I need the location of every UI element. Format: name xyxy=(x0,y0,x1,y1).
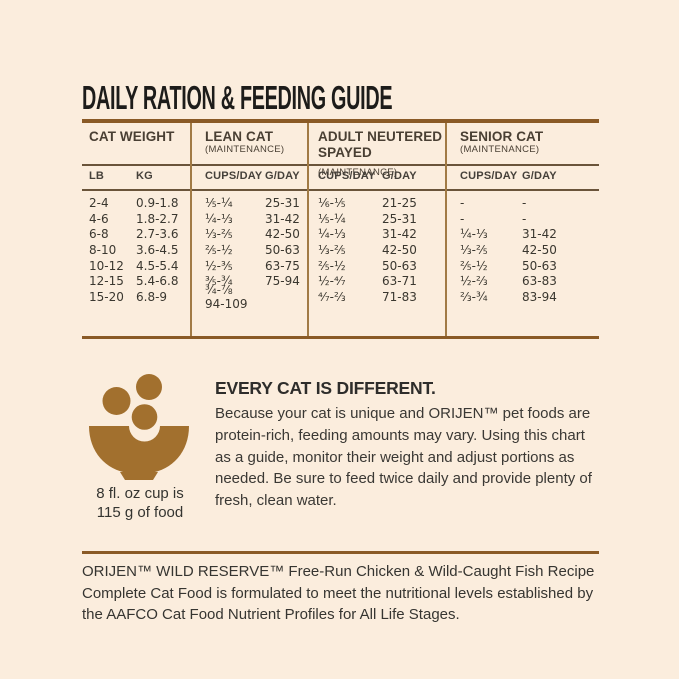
cell-lean-g: 31-42 xyxy=(265,211,300,226)
cell-senior-g: 50-63 xyxy=(522,258,557,273)
group-header-adult-neutered-spayed: ADULT NEUTERED SPAYED (MAINTENANCE) xyxy=(318,129,443,178)
cell-lean-g: 50-63 xyxy=(265,242,300,257)
col-header-cups: CUPS/DAY xyxy=(318,170,376,182)
cell-lean-g: 75-94 xyxy=(265,274,300,289)
footer-statement: ORIJEN™ WILD RESERVE™ Free-Run Chicken &… xyxy=(82,563,595,623)
cell-senior-g: - xyxy=(522,195,527,210)
cell-senior-g: - xyxy=(522,211,527,226)
column-divider xyxy=(190,123,192,336)
cell-lb: 2-4 xyxy=(89,195,109,210)
cell-adult-cups: ⅙-⅕ xyxy=(318,195,346,210)
cell-adult-g: 31-42 xyxy=(382,227,417,242)
cell-adult-cups: ⅕-¼ xyxy=(318,211,346,226)
cell-kg: 1.8-2.7 xyxy=(136,211,179,226)
cell-lean-cups: ⅗-¾ xyxy=(205,274,233,289)
cell-senior-cups: ½-⅔ xyxy=(460,274,488,289)
cell-senior-cups: ⅓-⅖ xyxy=(460,242,488,257)
cell-senior-cups: - xyxy=(460,195,465,210)
cell-adult-g: 21-25 xyxy=(382,195,417,210)
table-subheader-row: LB KG CUPS/DAY G/DAY CUPS/DAY G/DAY CUPS/DA… xyxy=(82,166,599,191)
cell-lean-g: 94-109 xyxy=(205,296,248,311)
group-header-senior-cat: SENIOR CAT (MAINTENANCE) xyxy=(460,129,544,155)
cell-senior-g: 63-83 xyxy=(522,274,557,289)
col-header-cups: CUPS/DAY xyxy=(460,170,518,182)
table-row: 2-4 0.9-1.8 ⅕-¼ 25-31 ⅙-⅕ 21-25 - - xyxy=(82,195,599,211)
cell-senior-g: 83-94 xyxy=(522,289,557,304)
cell-adult-g: 50-63 xyxy=(382,258,417,273)
table-body: 2-4 0.9-1.8 ⅕-¼ 25-31 ⅙-⅕ 21-25 -- 4-6 1.8-2… xyxy=(82,191,599,336)
cell-senior-cups: - xyxy=(460,211,465,226)
cell-senior-cups: ⅔-¾ xyxy=(460,289,488,304)
group-header-lean-cat: LEAN CAT (MAINTENANCE) xyxy=(205,129,285,155)
cell-adult-g: 42-50 xyxy=(382,242,417,257)
cell-kg: 3.6-4.5 xyxy=(136,242,179,257)
feeding-table: CAT WEIGHT LEAN CAT (MAINTENANCE) ADULT … xyxy=(82,119,599,339)
col-header-g: G/DAY xyxy=(382,170,417,182)
cell-lb: 6-8 xyxy=(89,227,109,242)
cell-lean-g: 63-75 xyxy=(265,258,300,273)
col-header-cups: CUPS/DAY xyxy=(205,170,263,182)
cell-adult-cups: ⅓-⅖ xyxy=(318,242,346,257)
cell-kg: 4.5-5.4 xyxy=(136,258,179,273)
cell-lean-cups: ¾-⅞ xyxy=(205,282,233,297)
cell-lean-cups: ⅖-½ xyxy=(205,242,233,257)
bowl-with-kibble-icon xyxy=(89,374,189,480)
cell-lb: 4-6 xyxy=(89,211,109,226)
cell-adult-cups: ⁴⁄₇-⅔ xyxy=(318,289,346,304)
info-heading: EVERY CAT IS DIFFERENT. xyxy=(215,378,436,398)
cell-adult-g: 63-71 xyxy=(382,274,417,289)
col-header-g: G/DAY xyxy=(265,170,300,182)
cell-lean-cups: ⅓-⅖ xyxy=(205,227,233,242)
column-divider xyxy=(307,123,309,336)
page-title: DAILY RATION & FEEDING GUIDE xyxy=(82,79,393,116)
col-header-g: G/DAY xyxy=(522,170,557,182)
table-group-header-row: CAT WEIGHT LEAN CAT (MAINTENANCE) ADULT … xyxy=(82,123,599,178)
cell-adult-cups: ⅖-½ xyxy=(318,258,346,273)
info-paragraph: Because your cat is unique and ORIJEN™ p… xyxy=(215,405,592,510)
group-header-cat-weight: CAT WEIGHT xyxy=(89,129,175,144)
cell-kg: 6.8-9 xyxy=(136,289,168,304)
table-row: 10-12 4.5-5.4 ½-⅗ 63-75 ⅖-½ 50-63 ⅖-½ 50-63 xyxy=(82,258,599,274)
col-header-lb: LB xyxy=(89,170,105,182)
cell-senior-g: 42-50 xyxy=(522,242,557,257)
column-divider xyxy=(445,123,447,336)
cell-kg: 2.7-3.6 xyxy=(136,227,179,242)
cell-lean-cups: ½-⅗ xyxy=(205,258,233,273)
cell-adult-cups: ½-⁴⁄₇ xyxy=(318,274,346,289)
footer-divider xyxy=(82,551,599,554)
cell-lb: 8-10 xyxy=(89,242,117,257)
table-row: 8-10 3.6-4.5 ⅖-½ 50-63 ⅓-⅖ 42-50 ⅓-⅖ 42-50 xyxy=(82,242,599,258)
cell-kg: 0.9-1.8 xyxy=(136,195,179,210)
col-header-kg: KG xyxy=(136,170,153,182)
cell-lb: 15-20 xyxy=(89,289,124,304)
cell-lean-g: 42-50 xyxy=(265,227,300,242)
cell-adult-g: 25-31 xyxy=(382,211,417,226)
cell-kg: 5.4-6.8 xyxy=(136,274,179,289)
table-row: 12-15 5.4-6.8 ⅗-¾ 75-94 ½-⁴⁄₇ 63-71 ½-⅔ 63-8… xyxy=(82,273,599,289)
cell-lb: 10-12 xyxy=(89,258,124,273)
cell-adult-g: 71-83 xyxy=(382,289,417,304)
cell-senior-cups: ⅖-½ xyxy=(460,258,488,273)
caption-line-1: 8 fl. oz cup is xyxy=(96,485,184,502)
cell-lean-g: 25-31 xyxy=(265,195,300,210)
cell-lean-cups: ⅕-¼ xyxy=(205,195,233,210)
caption-line-2: 115 g of food xyxy=(96,504,184,521)
cell-senior-cups: ¼-⅓ xyxy=(460,227,488,242)
cell-lean-cups: ¼-⅓ xyxy=(205,211,233,226)
table-row: 15-20 6.8-9 ¾-⅞94-109 ⁴⁄₇-⅔ 71-83 ⅔-¾ 83-94 xyxy=(82,283,599,311)
cup-measure-caption: 8 fl. oz cup is 115 g of food xyxy=(78,484,202,522)
table-row: 6-8 2.7-3.6 ⅓-⅖ 42-50 ¼-⅓ 31-42 ¼-⅓ 31-42 xyxy=(82,226,599,242)
table-row: 4-6 1.8-2.7 ¼-⅓ 31-42 ⅕-¼ 25-31 - - xyxy=(82,211,599,227)
cell-lb: 12-15 xyxy=(89,274,124,289)
cell-senior-g: 31-42 xyxy=(522,227,557,242)
cell-adult-cups: ¼-⅓ xyxy=(318,227,346,242)
